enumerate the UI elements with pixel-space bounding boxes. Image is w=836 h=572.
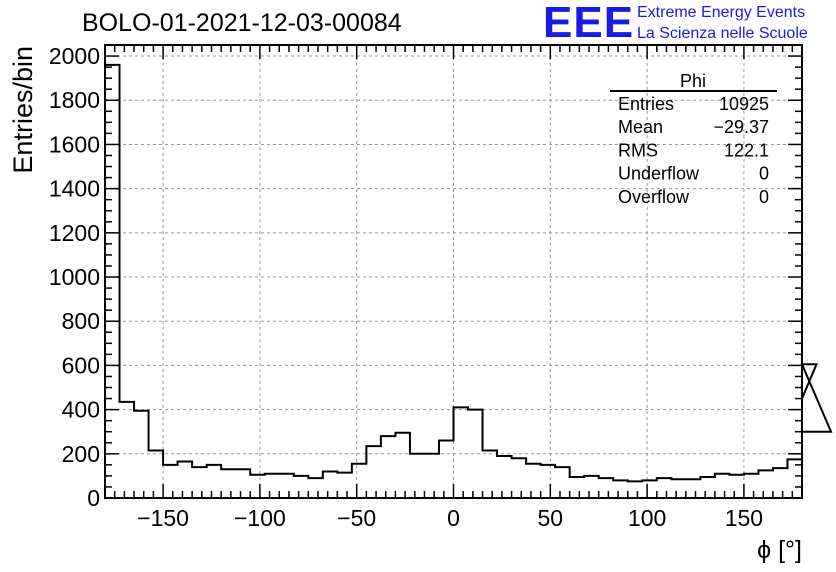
stats-label: RMS [618,140,658,160]
y-tick-label: 2000 [49,43,100,69]
eee-logo: EEE [543,0,635,47]
logo-line-1: Extreme Energy Events [637,4,806,21]
y-axis-label: Entries/bin [8,46,38,174]
y-tick-label: 600 [62,352,100,378]
x-tick-label: 150 [725,505,763,531]
x-tick-label: −100 [234,505,286,531]
x-tick-label: −150 [137,505,189,531]
y-tick-label: 800 [62,308,100,334]
x-tick-label: 100 [628,505,666,531]
stats-label: Underflow [618,164,700,184]
stats-value: −29.37 [713,117,769,137]
y-tick-labels: 0 200 400 600 800 1000 1200 1400 1600 1800 2000 [49,43,100,511]
stats-value: 0 [759,187,769,207]
y-tick-label: 1400 [49,176,100,202]
histogram-line [104,63,833,498]
x-tick-label: −50 [337,505,376,531]
y-tick-label: 400 [62,397,100,423]
stats-box-title: Phi [680,71,706,91]
x-axis-label: ϕ [°] [757,536,802,564]
stats-value: 10925 [719,94,769,114]
stats-label: Overflow [618,187,690,207]
logo-line-2: La Scienza nelle Scuole [637,25,808,42]
chart-title: BOLO-01-2021-12-03-00084 [82,9,402,37]
stats-value: 0 [759,164,769,184]
x-tick-label: 50 [538,505,564,531]
stats-value: 122.1 [724,140,769,160]
x-tick-label: 0 [447,505,460,531]
stats-label: Entries [618,94,674,114]
axis-ticks [105,44,802,499]
stats-label: Mean [618,117,663,137]
stats-box: Phi Entries 10925 Mean −29.37 RMS 122.1 Underf… [610,71,777,207]
y-tick-label: 0 [87,485,100,511]
y-tick-label: 200 [62,441,100,467]
y-tick-label: 1600 [49,131,100,157]
x-tick-labels: −150 −100 −50 0 50 100 150 [137,505,763,531]
y-tick-label: 1800 [49,87,100,113]
y-tick-label: 1200 [49,220,100,246]
y-tick-label: 1000 [49,264,100,290]
